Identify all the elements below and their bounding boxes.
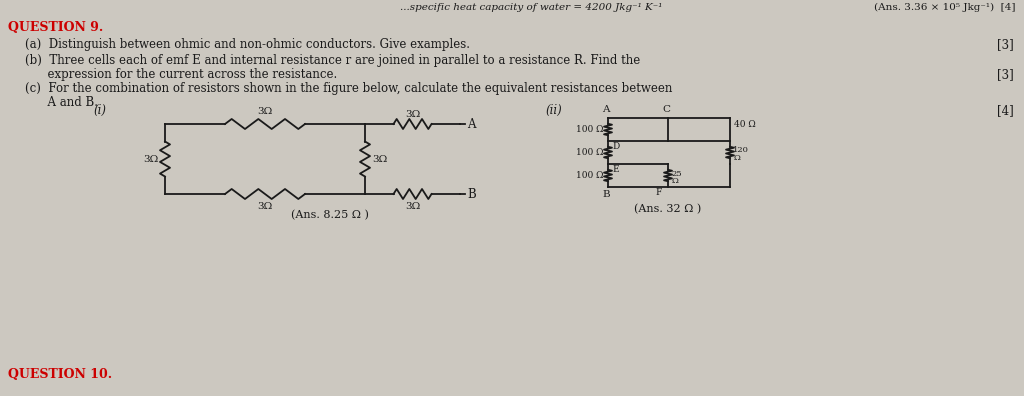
Text: (Ans. 8.25 Ω ): (Ans. 8.25 Ω ): [291, 210, 369, 220]
Text: 100 Ω: 100 Ω: [577, 148, 604, 157]
Text: 40 Ω: 40 Ω: [734, 120, 756, 129]
Text: (b)  Three cells each of emf E and internal resistance r are joined in parallel : (b) Three cells each of emf E and intern…: [25, 54, 640, 67]
Text: (i): (i): [93, 104, 106, 117]
Text: 3Ω: 3Ω: [257, 202, 272, 211]
Text: 100 Ω: 100 Ω: [577, 171, 604, 180]
Text: A and B.: A and B.: [25, 96, 98, 109]
Text: (ii): (ii): [545, 104, 562, 117]
Text: 3Ω: 3Ω: [143, 154, 159, 164]
Text: ...specific heat capacity of water = 4200 Jkg⁻¹ K⁻¹: ...specific heat capacity of water = 420…: [400, 3, 663, 12]
Text: (c)  For the combination of resistors shown in the figure below, calculate the e: (c) For the combination of resistors sho…: [25, 82, 673, 95]
Text: A: A: [602, 105, 609, 114]
Text: [4]: [4]: [997, 104, 1014, 117]
Text: D: D: [612, 142, 620, 151]
Text: 100 Ω: 100 Ω: [577, 125, 604, 134]
Text: [3]: [3]: [997, 38, 1014, 51]
Text: E: E: [612, 165, 618, 174]
Text: F: F: [655, 188, 662, 197]
Text: expression for the current across the resistance.: expression for the current across the re…: [25, 68, 337, 81]
Text: QUESTION 10.: QUESTION 10.: [8, 368, 112, 381]
Text: C: C: [662, 105, 670, 114]
Text: 3Ω: 3Ω: [404, 110, 420, 119]
Text: (a)  Distinguish between ohmic and non-ohmic conductors. Give examples.: (a) Distinguish between ohmic and non-oh…: [25, 38, 470, 51]
Text: (Ans. 32 Ω ): (Ans. 32 Ω ): [635, 204, 701, 214]
Text: 3Ω: 3Ω: [257, 107, 272, 116]
Text: Ω: Ω: [671, 177, 678, 185]
Text: Ω: Ω: [733, 154, 740, 162]
Text: B: B: [602, 190, 610, 199]
Text: 3Ω: 3Ω: [404, 202, 420, 211]
Text: A: A: [467, 118, 475, 131]
Text: 3Ω: 3Ω: [372, 154, 387, 164]
Text: (Ans. 3.36 × 10⁵ Jkg⁻¹)  [4]: (Ans. 3.36 × 10⁵ Jkg⁻¹) [4]: [874, 3, 1016, 12]
Text: 25: 25: [671, 169, 682, 177]
Text: B: B: [467, 187, 476, 200]
Text: 120: 120: [733, 145, 749, 154]
Text: [3]: [3]: [997, 68, 1014, 81]
Text: QUESTION 9.: QUESTION 9.: [8, 21, 103, 34]
